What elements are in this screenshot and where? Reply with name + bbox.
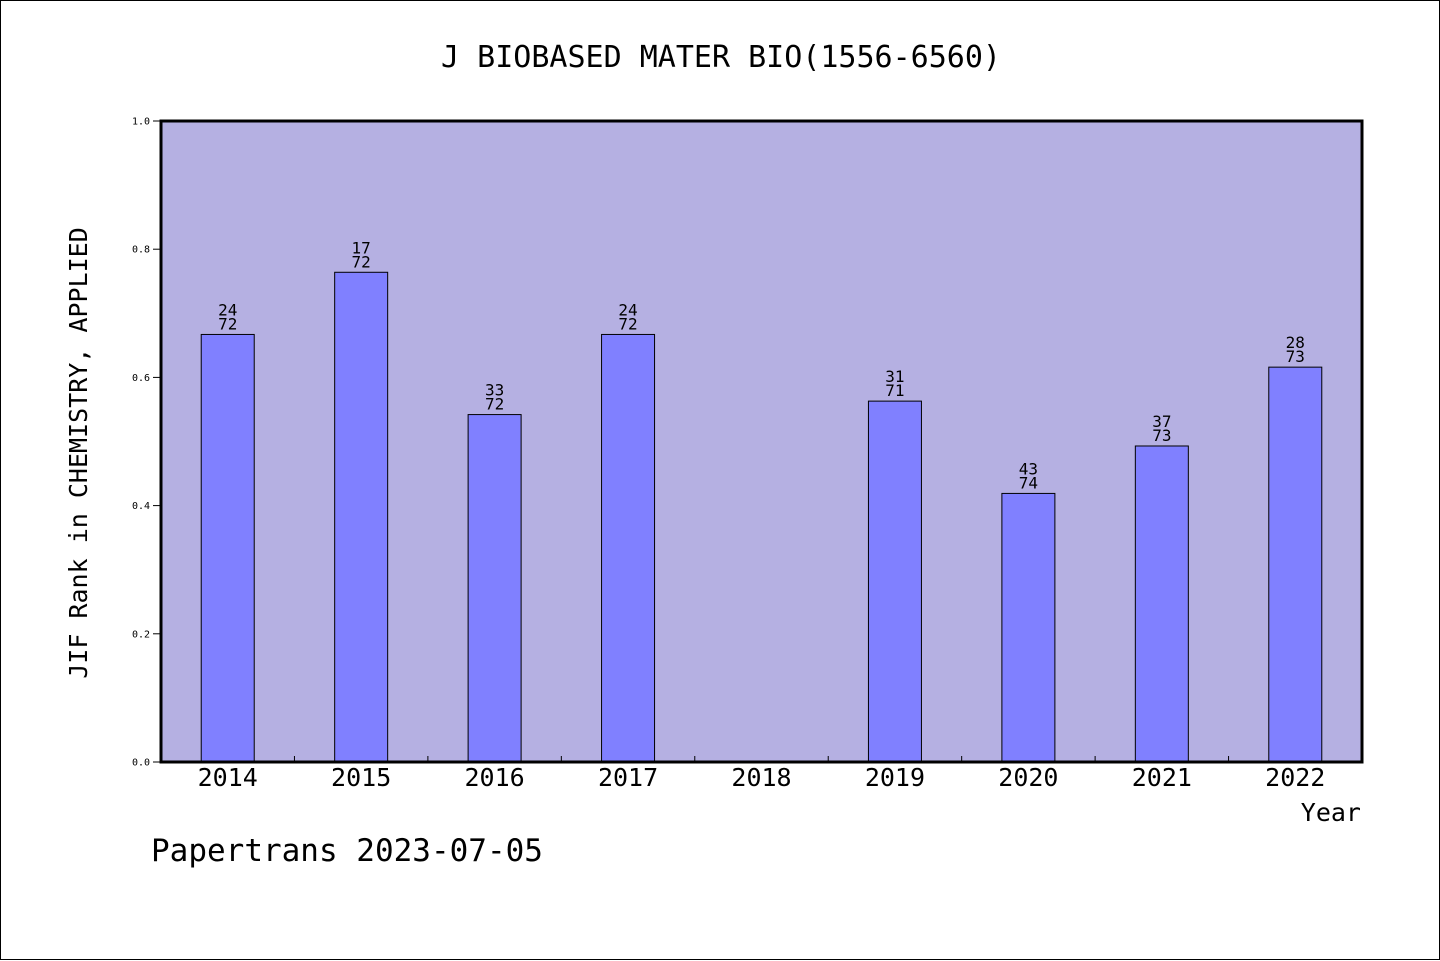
x-tick-label-2022: 2022 [1265, 763, 1325, 792]
footer-note: Papertrans 2023-07-05 [151, 833, 543, 869]
bar-label-total-2019: 71 [885, 381, 904, 400]
x-tick-label-2018: 2018 [731, 763, 791, 792]
y-tick-label-0.6: 0.6 [132, 373, 150, 384]
bar-2017 [601, 333, 656, 763]
bar-label-total-2016: 72 [485, 395, 504, 414]
bar-2014 [200, 333, 255, 763]
x-tick-label-2020: 2020 [998, 763, 1058, 792]
bar-label-total-2021: 73 [1152, 426, 1171, 445]
bar-label-rank-2019: 31 [885, 367, 904, 386]
bar-label-rank-2016: 33 [485, 381, 504, 400]
bar-label-total-2015: 72 [352, 252, 371, 271]
x-axis: 2014 2015 2016 2017 2018 2019 2020 2021 2022 [198, 756, 1325, 792]
bar-label-total-2020: 74 [1019, 473, 1038, 492]
x-tick-label-2016: 2016 [465, 763, 525, 792]
y-tick-label-1.0: 1.0 [132, 117, 150, 128]
bar-label-rank-2017: 24 [618, 300, 637, 319]
plot-border [159, 119, 1364, 764]
bar-label-rank-2021: 37 [1152, 412, 1171, 431]
bar-2019 [867, 400, 922, 763]
bar-label-rank-2022: 28 [1286, 333, 1305, 352]
y-axis-label: JIF Rank in CHEMISTRY, APPLIED [64, 227, 93, 679]
bar-2020 [1001, 492, 1056, 763]
y-tick-label-0.8: 0.8 [132, 245, 150, 256]
y-axis: 0.0 0.2 0.4 0.6 0.8 1.0 [132, 117, 161, 769]
y-tick-label-0.4: 0.4 [132, 501, 150, 512]
bar-label-total-2014: 72 [218, 314, 237, 333]
bar-label-total-2017: 72 [618, 314, 637, 333]
bar-2022 [1268, 366, 1323, 763]
x-tick-label-2017: 2017 [598, 763, 658, 792]
x-tick-label-2014: 2014 [198, 763, 258, 792]
bar-2015 [334, 271, 389, 763]
chart-title: J BIOBASED MATER BIO(1556-6560) [441, 40, 1001, 75]
x-axis-label: Year [1301, 798, 1361, 827]
x-tick-label-2019: 2019 [865, 763, 925, 792]
x-tick-label-2021: 2021 [1132, 763, 1192, 792]
bar-label-total-2022: 73 [1286, 347, 1305, 366]
bar-2021 [1134, 445, 1189, 763]
y-tick-label-0.0: 0.0 [132, 758, 150, 769]
x-tick-label-2015: 2015 [331, 763, 391, 792]
y-tick-label-0.2: 0.2 [132, 629, 150, 640]
bar-label-rank-2014: 24 [218, 300, 237, 319]
bars-layer [200, 271, 1323, 763]
bar-label-rank-2015: 17 [352, 238, 371, 257]
bar-2016 [467, 414, 522, 763]
bar-label-rank-2020: 43 [1019, 459, 1038, 478]
